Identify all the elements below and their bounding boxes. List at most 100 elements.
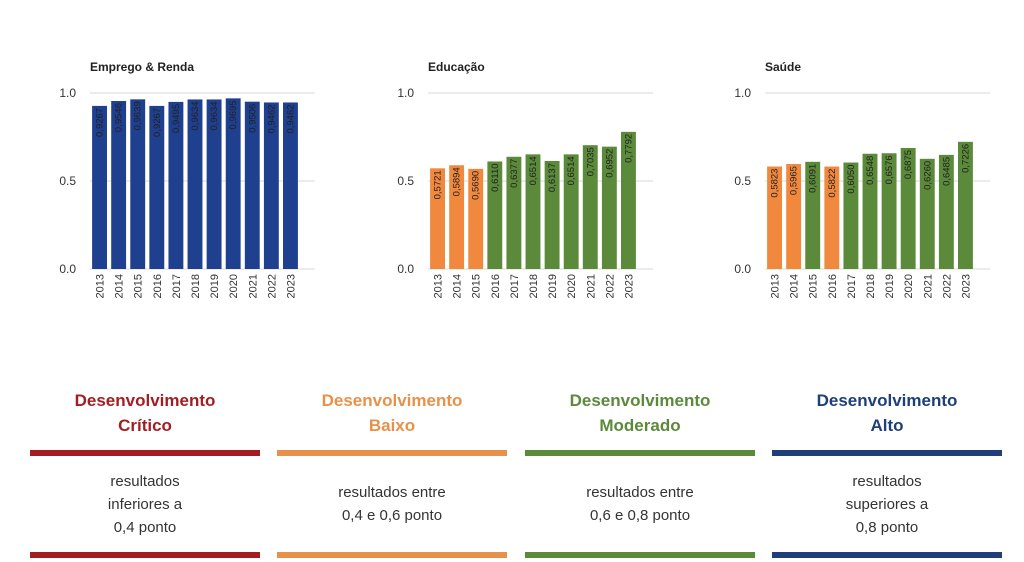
data-label: 0,5965: [789, 166, 800, 195]
bar: [449, 165, 465, 269]
y-tick-label: 0.0: [734, 262, 751, 276]
y-tick-label: 0.0: [59, 262, 76, 276]
legend-title-line: Moderado: [599, 416, 681, 435]
legend-desc-line: resultados: [852, 472, 922, 490]
data-label: 0,6576: [884, 155, 895, 184]
legend-title: Desenvolvimento Baixo: [277, 388, 507, 444]
legend-desc-line: superiores a: [845, 495, 929, 513]
bar: [130, 99, 146, 269]
chart-svg: Educação 0.0 0.5 1.0 0,5721 2013 0,5894 2014 0,5…: [397, 60, 653, 298]
legend-desc-line: resultados entre: [338, 484, 446, 501]
data-label: 0,9495: [171, 104, 182, 133]
x-tick-label: 2020: [566, 274, 578, 298]
x-tick-label: 2015: [133, 274, 145, 298]
legend-moderado: Desenvolvimento Moderado resultados entr…: [525, 388, 755, 558]
bar: [601, 146, 617, 269]
y-tick-label: 1.0: [397, 86, 414, 100]
legend-color-bar-bottom: [772, 552, 1002, 558]
x-tick-label: 2015: [471, 274, 483, 298]
bar: [862, 153, 878, 269]
x-tick-label: 2022: [266, 274, 278, 298]
legend-title-line: Desenvolvimento: [321, 391, 463, 410]
bar: [805, 161, 821, 269]
data-label: 0,9462: [285, 104, 296, 133]
x-tick-label: 2023: [623, 274, 635, 298]
data-label: 0,6514: [528, 156, 539, 185]
data-label: 0,6952: [604, 149, 615, 178]
bar: [621, 131, 636, 269]
y-tick-label: 0.5: [734, 174, 751, 188]
legend-color-bar-bottom: [277, 552, 507, 558]
x-tick-label: 2017: [171, 274, 183, 298]
legend-color-bar: [277, 450, 507, 456]
legend-title-line: Desenvolvimento: [816, 391, 958, 410]
data-label: 0,5822: [827, 169, 838, 198]
bar: [468, 168, 484, 269]
bar: [919, 158, 935, 269]
x-tick-label: 2013: [770, 274, 782, 298]
bar: [767, 166, 782, 269]
legend-title: Desenvolvimento Alto: [772, 388, 1002, 444]
x-tick-label: 2013: [433, 274, 445, 298]
legend-title-line: Desenvolvimento: [74, 391, 216, 410]
legend-title-line: Desenvolvimento: [569, 391, 711, 410]
data-label: 0,6091: [808, 164, 819, 193]
y-tick-label: 1.0: [59, 86, 76, 100]
x-tick-label: 2023: [285, 274, 297, 298]
data-label: 0,6377: [509, 159, 520, 188]
legend-alto: Desenvolvimento Alto resultados superior…: [772, 388, 1002, 558]
legend-color-bar-bottom: [30, 552, 260, 558]
data-label: 0,9634: [209, 101, 220, 130]
y-tick-label: 0.5: [397, 174, 414, 188]
legend-description: resultados superiores a 0,8 ponto: [772, 456, 1002, 552]
y-tick-label: 0.5: [59, 174, 76, 188]
bar: [786, 164, 802, 269]
x-tick-label: 2017: [509, 274, 521, 298]
data-label: 0,6260: [922, 161, 933, 190]
chart-title: Saúde: [765, 60, 801, 74]
legend-title: Desenvolvimento Crítico: [30, 388, 260, 444]
data-label: 0,5894: [452, 167, 463, 196]
x-tick-label: 2013: [95, 274, 107, 298]
data-label: 0,7035: [585, 147, 596, 176]
x-tick-label: 2021: [247, 274, 259, 298]
y-tick-label: 0.0: [397, 262, 414, 276]
x-tick-label: 2019: [209, 274, 221, 298]
x-tick-label: 2021: [922, 274, 934, 298]
legend-desc-line: 0,4 e 0,6 ponto: [341, 507, 443, 524]
x-tick-label: 2022: [941, 274, 953, 298]
x-tick-label: 2014: [789, 274, 801, 298]
data-label: 0,5690: [471, 171, 482, 200]
bar: [525, 154, 541, 269]
data-label: 0,6485: [941, 157, 952, 186]
bar: [244, 101, 260, 269]
x-tick-label: 2018: [190, 274, 202, 298]
bar: [187, 99, 203, 269]
bar: [506, 156, 522, 269]
bar: [206, 99, 222, 269]
data-label: 0,9634: [190, 101, 201, 130]
x-tick-label: 2017: [846, 274, 858, 298]
data-label: 0,6050: [846, 165, 857, 194]
chart-educacao: Educação 0.0 0.5 1.0 0,5721 2013 0,5894 2014 0,5…: [378, 50, 678, 330]
legend-title-line: Alto: [870, 416, 904, 435]
data-label: 0,5823: [770, 169, 781, 198]
legend-color-bar-bottom: [525, 552, 755, 558]
legend-color-bar: [772, 450, 1002, 456]
bar: [487, 161, 503, 269]
x-tick-label: 2016: [152, 274, 164, 298]
bar: [563, 154, 579, 269]
chart-svg: Emprego & Renda 0.0 0.5 1.0 0,9267 2013 0,9546…: [59, 60, 315, 298]
chart-emprego-renda: Emprego & Renda 0.0 0.5 1.0 0,9267 2013 0,9546…: [40, 50, 340, 330]
data-label: 0,6514: [566, 156, 577, 185]
bar: [168, 101, 184, 269]
data-label: 0,6548: [865, 156, 876, 185]
legend-desc-line: 0,4 ponto: [113, 518, 177, 536]
x-tick-label: 2014: [114, 274, 126, 298]
x-tick-label: 2020: [903, 274, 915, 298]
data-label: 0,9695: [228, 100, 239, 129]
x-tick-label: 2021: [585, 274, 597, 298]
chart-saude: Saúde 0.0 0.5 1.0 0,5823 2013 0,5965 2014 0,6091…: [715, 50, 1015, 330]
legend-color-bar: [30, 450, 260, 456]
x-tick-label: 2014: [452, 274, 464, 298]
